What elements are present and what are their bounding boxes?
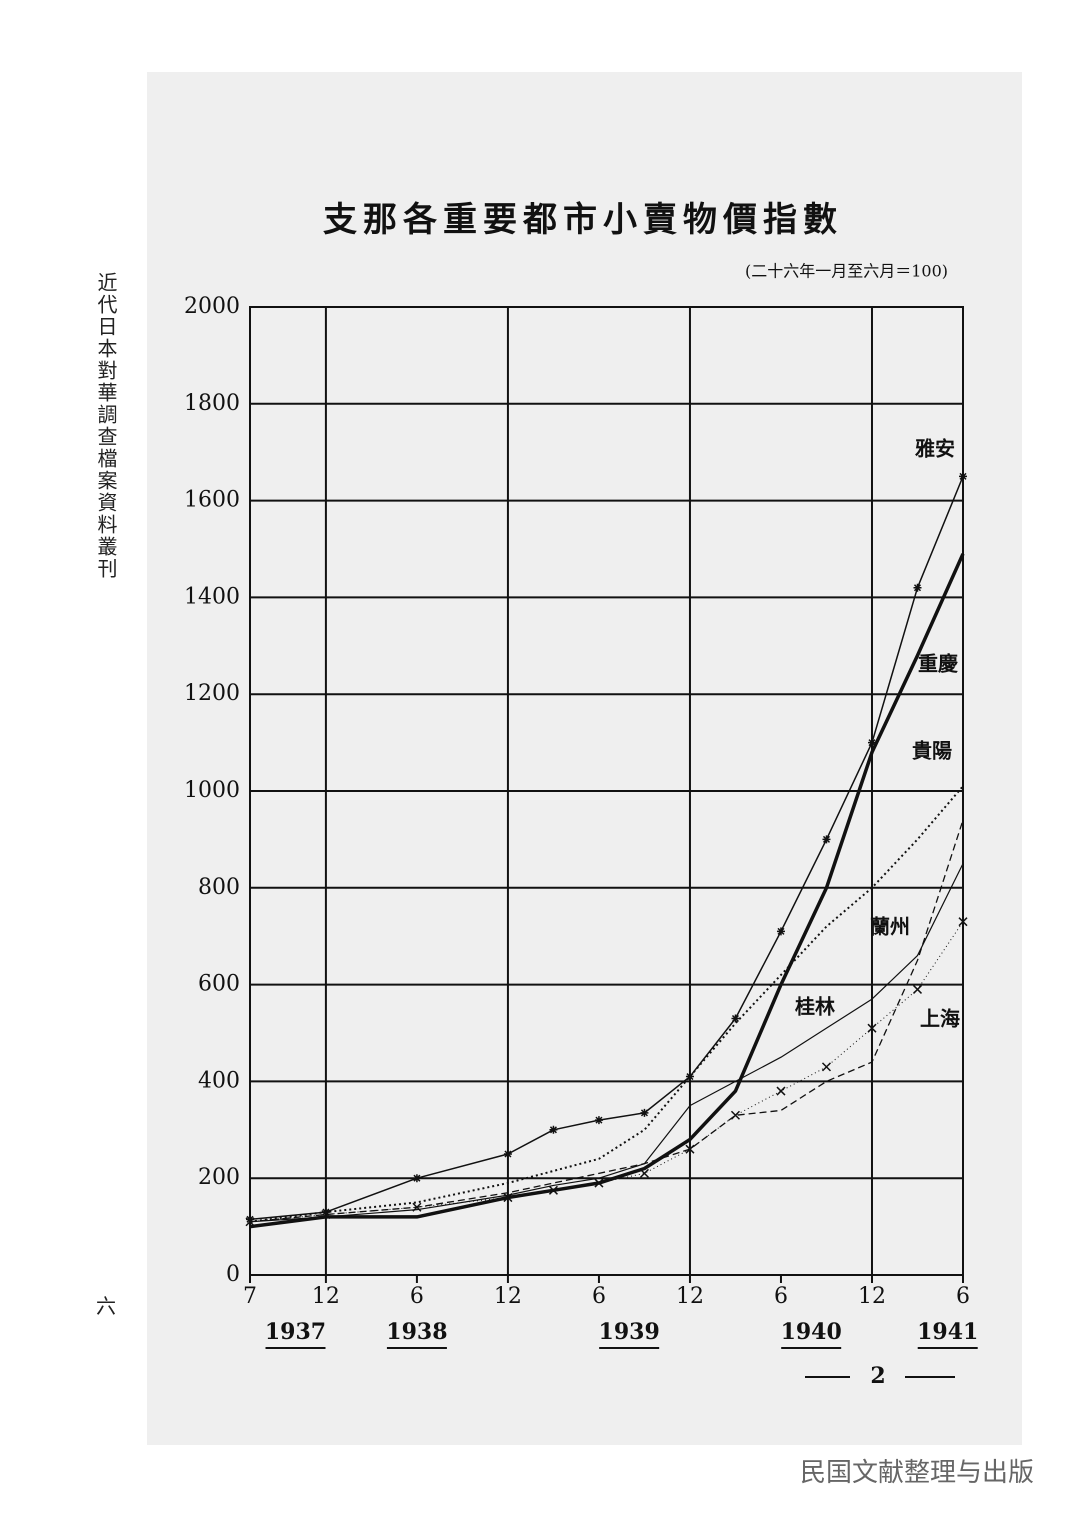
marker [503,1193,513,1203]
marker [776,927,785,936]
y-tick-label: 1000 [184,778,240,803]
y-tick-label: 200 [198,1165,240,1190]
y-tick-label: 0 [226,1262,240,1287]
x-tick-label: 12 [312,1284,340,1309]
y-tick-label: 1400 [184,584,240,609]
page-number: 六 [96,1294,116,1318]
series-line [249,785,964,1223]
x-tick-label: 6 [410,1284,424,1309]
marker [412,1202,422,1212]
year-label: 1937 [265,1319,326,1345]
marker [594,1116,603,1125]
x-tick-label: 12 [676,1284,704,1309]
marker [503,1150,512,1158]
marker [685,1072,694,1081]
marker [912,984,923,994]
marker [822,835,831,844]
x-tick-label: 6 [592,1284,606,1309]
legend-label: 上海 [920,1007,960,1031]
marker [913,583,922,592]
legend-label: 桂林 [794,995,835,1019]
watermark: 民国文献整理与出版 [800,1458,1035,1488]
marker [640,1108,649,1117]
marker [685,1144,695,1154]
y-tick-label: 1200 [184,681,240,706]
x-tick-label: 12 [858,1284,886,1309]
x-tick-label: 6 [956,1284,970,1309]
y-tick-label: 400 [198,1068,240,1093]
marker [730,1110,740,1120]
y-tick-label: 1600 [184,488,240,513]
chart-subtitle: (二十六年一月至六月＝100) [745,262,948,281]
series-title: 近代日本對華調查檔案資料叢刊 [94,272,118,580]
y-tick-label: 2000 [184,294,240,319]
x-tick-label: 6 [774,1284,788,1309]
y-tick-label: 800 [198,875,240,900]
paper [147,72,1022,1445]
legend-label: 蘭州 [870,915,910,939]
marker [549,1125,558,1134]
y-tick-label: 600 [198,972,240,997]
legend-label: 重慶 [918,652,958,676]
legend-label: 雅安 [915,437,955,461]
marker [594,1178,604,1188]
marker [867,738,876,747]
year-label: 1941 [917,1319,978,1345]
marker [639,1168,649,1178]
marker [821,1062,832,1072]
marker [776,1086,786,1096]
marker [548,1185,558,1195]
series-line [249,819,964,1223]
year-label: 1940 [781,1319,842,1345]
y-tick-label: 1800 [184,391,240,416]
x-tick-label: 12 [494,1284,522,1309]
x-tick-label: 7 [243,1284,257,1309]
year-label: 1939 [599,1319,660,1345]
marker [959,472,967,481]
marker [412,1174,421,1183]
marker [958,917,968,927]
series-line [249,476,964,1221]
marker [867,1023,877,1033]
chart-title: 支那各重要都市小賣物價指數 [323,200,843,240]
marker [321,1209,331,1220]
marker [731,1014,740,1023]
chart-number: 2 [870,1363,885,1389]
marker [246,1215,254,1224]
marker [245,1217,255,1227]
plot-frame [249,306,964,1276]
series-line [249,863,964,1223]
year-label: 1938 [386,1319,447,1345]
series-line [249,553,965,1229]
legend-label: 貴陽 [912,739,952,763]
